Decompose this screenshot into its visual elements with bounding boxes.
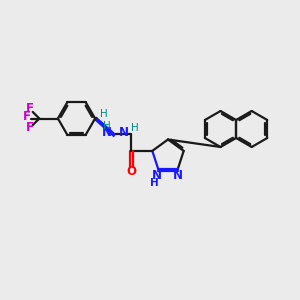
Text: H: H bbox=[150, 178, 159, 188]
Text: F: F bbox=[23, 110, 31, 124]
Text: O: O bbox=[126, 165, 136, 178]
Text: H: H bbox=[103, 121, 111, 131]
Text: N: N bbox=[173, 169, 183, 182]
Text: F: F bbox=[26, 121, 34, 134]
Text: H: H bbox=[131, 123, 139, 133]
Text: N: N bbox=[102, 126, 112, 140]
Text: F: F bbox=[26, 101, 34, 115]
Text: N: N bbox=[119, 126, 129, 140]
Text: N: N bbox=[152, 169, 162, 182]
Text: H: H bbox=[100, 109, 108, 119]
